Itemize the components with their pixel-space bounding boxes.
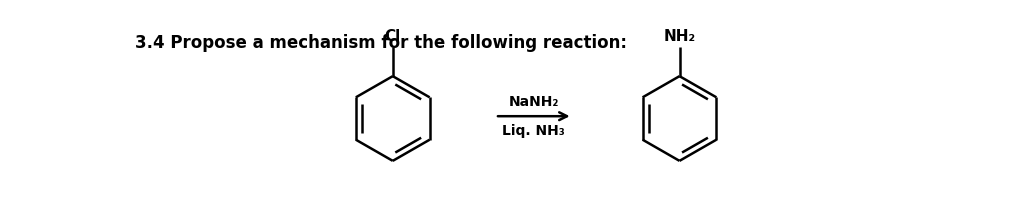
Text: NaNH₂: NaNH₂ xyxy=(509,95,559,108)
Text: Cl: Cl xyxy=(385,29,401,44)
Text: 3.4 Propose a mechanism for the following reaction:: 3.4 Propose a mechanism for the followin… xyxy=(135,34,628,52)
Text: NH₂: NH₂ xyxy=(664,29,696,44)
Text: Liq. NH₃: Liq. NH₃ xyxy=(503,124,566,138)
